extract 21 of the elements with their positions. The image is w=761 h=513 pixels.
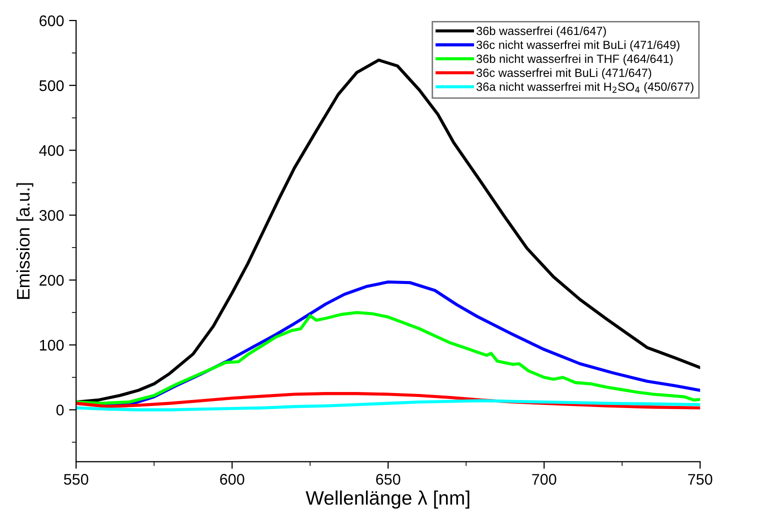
- legend-label: 36a nicht wasserfrei mit H$_{2}$SO$_{4}$ (450/677): [476, 82, 694, 94]
- line-series: [76, 310, 700, 405]
- legend-label: 36b wasserfrei (461/647): [476, 26, 606, 38]
- y-axis-title: Emission [a.u.]: [16, 183, 34, 299]
- y-tick-label: 200: [40, 274, 64, 286]
- line-series: [76, 399, 700, 412]
- y-tick-label: 600: [40, 15, 64, 26]
- y-tick-label: 0: [56, 404, 64, 416]
- x-tick-label: 700: [532, 474, 556, 485]
- y-tick-label: 400: [39, 145, 64, 156]
- y-tick-label: 300: [39, 210, 64, 221]
- legend-label: 36c wasserfrei mit BuLi (471/647): [476, 68, 652, 80]
- y-tick-label: 500: [39, 80, 64, 92]
- x-tick-label: 750: [688, 474, 712, 485]
- y-tick-label: 100: [40, 340, 64, 351]
- x-tick-label: 650: [376, 474, 400, 485]
- x-tick-label: 600: [220, 474, 244, 485]
- x-tick-label: 550: [64, 474, 88, 485]
- legend-label: 36c nicht wasserfrei mit BuLi (471/649): [476, 40, 680, 52]
- x-axis-title: Wellenlänge λ [nm]: [306, 490, 470, 509]
- legend-label: 36b nicht wasserfrei in THF (464/641): [476, 54, 673, 66]
